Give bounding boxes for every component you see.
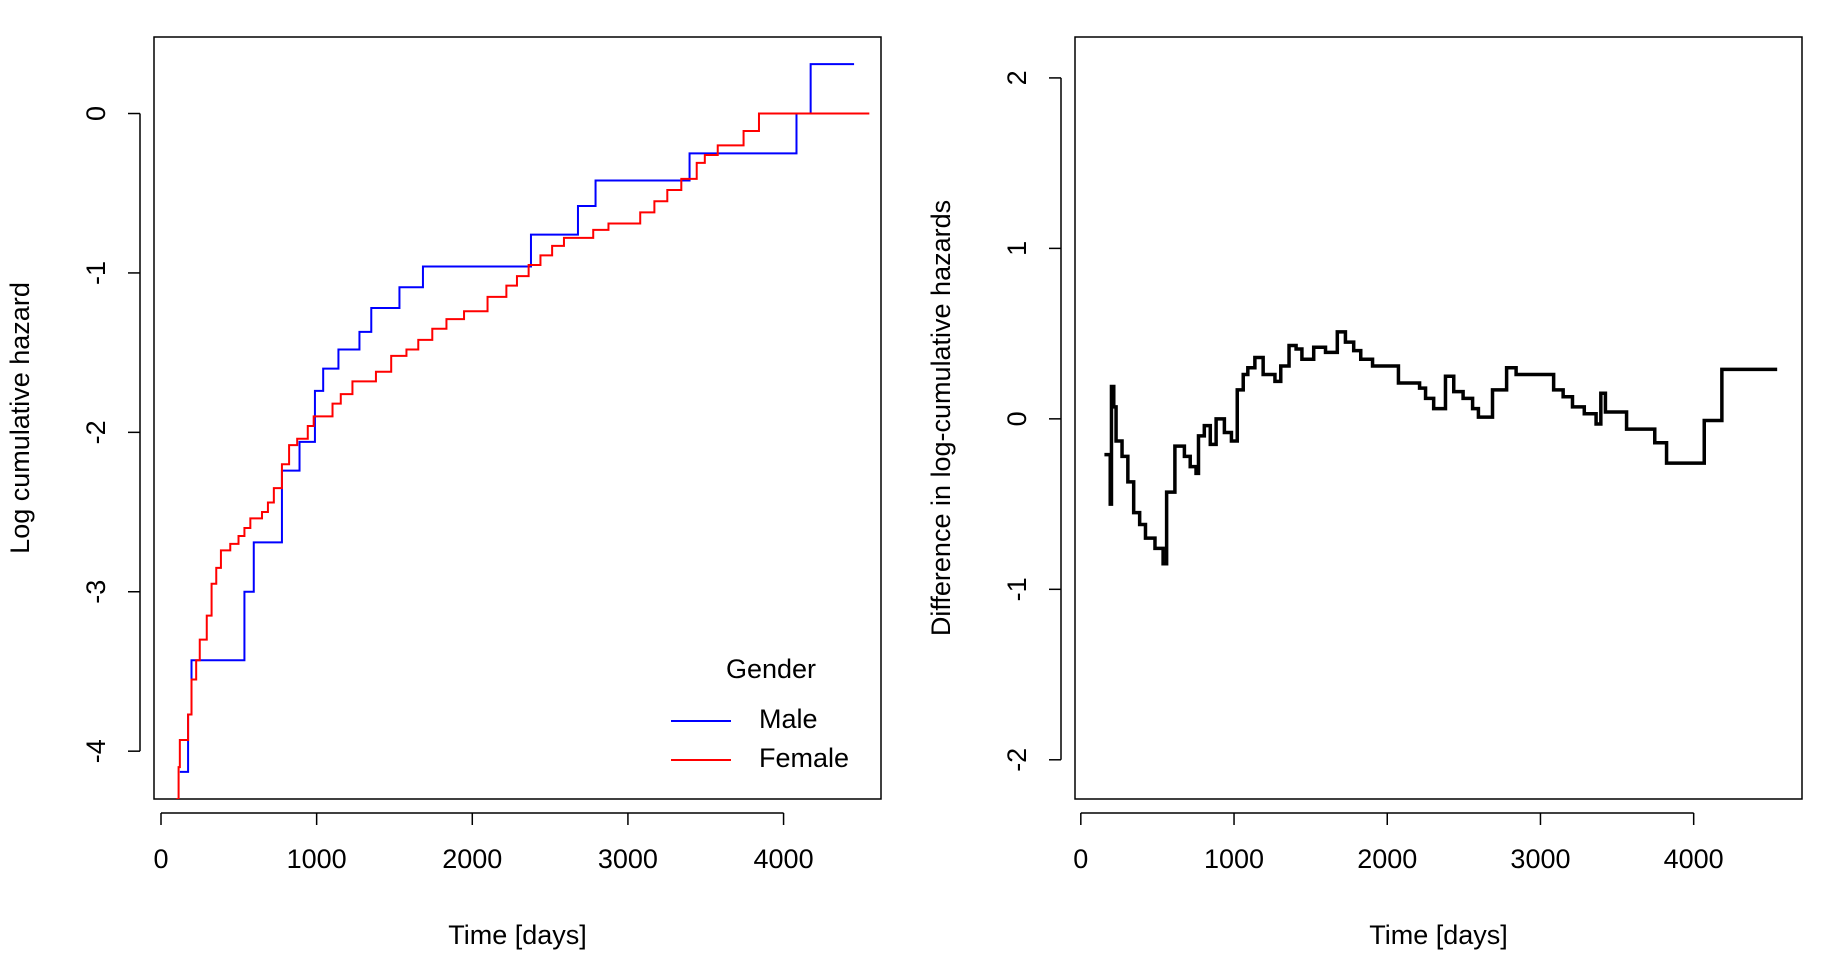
y-tick-label: -1: [1002, 577, 1032, 601]
x-tick-label: 0: [1073, 844, 1088, 874]
y-tick-label: -1: [81, 261, 111, 285]
x-tick-label: 2000: [442, 844, 502, 874]
y-tick-label: -3: [81, 580, 111, 604]
series-line: [1104, 330, 1778, 566]
legend-label: Male: [759, 704, 818, 734]
y-tick-label: 0: [81, 106, 111, 121]
y-tick-label: 1: [1002, 241, 1032, 256]
y-tick-label: 0: [1002, 411, 1032, 426]
x-tick-label: 2000: [1357, 844, 1417, 874]
y-axis-title: Difference in log-cumulative hazards: [926, 200, 956, 636]
x-tick-label: 4000: [1664, 844, 1724, 874]
y-axis-title: Log cumulative hazard: [5, 282, 35, 554]
x-tick-label: 4000: [754, 844, 814, 874]
y-tick-label: 2: [1002, 70, 1032, 85]
x-tick-label: 0: [153, 844, 168, 874]
x-tick-label: 3000: [1510, 844, 1570, 874]
series-line: [176, 112, 870, 799]
x-axis-title: Time [days]: [1369, 920, 1508, 950]
legend-title: Gender: [726, 654, 816, 684]
x-axis-title: Time [days]: [448, 920, 587, 950]
y-tick-label: -2: [1002, 748, 1032, 772]
y-tick-label: -4: [81, 739, 111, 763]
legend-label: Female: [759, 743, 849, 773]
x-tick-label: 1000: [287, 844, 347, 874]
plot-box: [153, 36, 882, 800]
plot-box: [1074, 36, 1803, 800]
y-tick-label: -2: [81, 420, 111, 444]
x-tick-label: 1000: [1204, 844, 1264, 874]
x-tick-label: 3000: [598, 844, 658, 874]
series-line: [179, 63, 855, 773]
